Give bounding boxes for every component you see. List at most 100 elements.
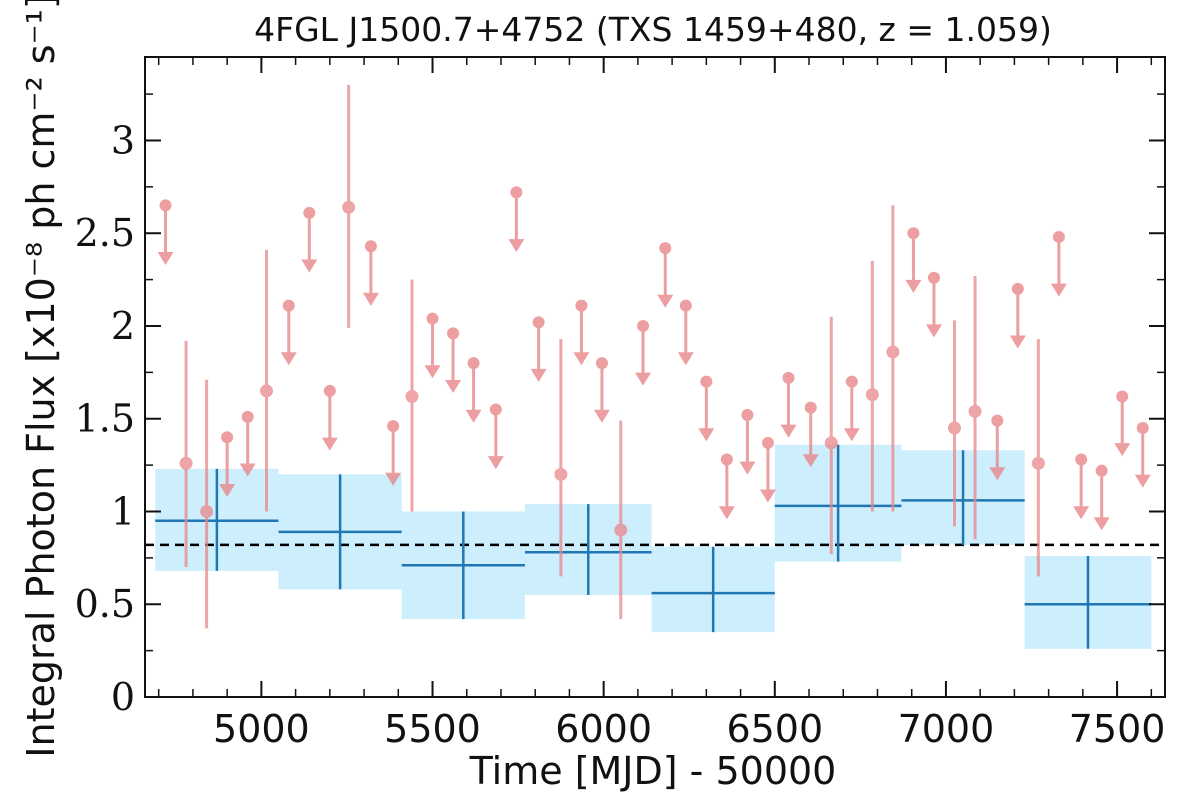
y-tick-label: 2.5 [75, 211, 135, 255]
upper-limit-marker [595, 357, 608, 370]
x-tick-label: 7000 [898, 707, 995, 751]
upper-limit-point [1009, 282, 1026, 349]
upper-limit-marker [387, 420, 400, 433]
plot-frame [144, 56, 1166, 698]
upper-limit-point [239, 410, 256, 477]
x-tick-label: 7500 [1069, 707, 1166, 751]
upper-limit-marker [467, 357, 480, 370]
upper-limit-point [530, 316, 547, 382]
upper-limit-arrowhead [802, 454, 819, 468]
upper-limit-marker [159, 199, 172, 212]
upper-limit-arrowhead [362, 292, 379, 306]
upper-limit-marker [741, 409, 754, 422]
upper-limit-point [465, 357, 482, 423]
upper-limit-arrowhead [718, 506, 735, 520]
detection-point [1031, 338, 1045, 577]
upper-limit-point [718, 453, 735, 520]
upper-limit-marker [1052, 230, 1065, 243]
upper-limit-arrowhead [739, 461, 756, 475]
upper-limit-marker [1136, 422, 1149, 435]
upper-limit-arrowhead [157, 252, 174, 266]
upper-limit-point [321, 384, 338, 451]
x-tick-label: 5500 [384, 707, 481, 751]
detection-point [614, 420, 628, 620]
upper-limit-marker [679, 299, 692, 312]
upper-limit-point [759, 436, 776, 503]
detection-marker [1031, 456, 1045, 470]
upper-limit-arrowhead [1050, 283, 1067, 297]
upper-limit-marker [575, 299, 588, 312]
upper-limit-arrowhead [989, 467, 1006, 481]
upper-limit-marker [241, 410, 254, 423]
binned-point [524, 504, 652, 595]
upper-limit-arrowhead [780, 424, 797, 438]
upper-limit-marker [426, 312, 439, 325]
binned-point [901, 450, 1025, 545]
y-tick-label: 1.5 [75, 397, 135, 441]
detection-marker [947, 421, 961, 435]
detection-marker [554, 467, 568, 481]
upper-limit-point [157, 199, 174, 266]
x-tick-label: 6500 [726, 707, 823, 751]
upper-limit-point [1073, 453, 1090, 520]
upper-limit-point [508, 186, 525, 253]
upper-limit-arrowhead [487, 456, 504, 470]
upper-limit-point [280, 299, 297, 366]
upper-limit-arrowhead [759, 489, 776, 503]
upper-limit-marker [845, 375, 858, 388]
detection-marker [968, 404, 982, 418]
upper-limit-point [1134, 422, 1151, 488]
upper-limit-marker [221, 431, 234, 444]
upper-limit-point [573, 299, 590, 366]
upper-limit-point [657, 242, 674, 308]
upper-limit-marker [804, 401, 817, 414]
upper-limit-marker [991, 414, 1004, 427]
upper-limit-marker [761, 436, 774, 449]
detection-point [260, 249, 274, 512]
binned-point [278, 474, 402, 590]
upper-limit-point [1050, 230, 1067, 297]
upper-limit-marker [323, 384, 336, 397]
upper-limit-point [593, 357, 610, 423]
upper-limit-point [780, 371, 797, 438]
upper-limit-marker [532, 316, 545, 329]
binned-point [401, 511, 525, 620]
upper-limit-arrowhead [843, 428, 860, 442]
detection-point [865, 261, 879, 512]
detection-point [200, 379, 214, 629]
upper-limit-arrowhead [1009, 335, 1026, 349]
x-axis-label: Time [MJD] - 50000 [469, 749, 837, 793]
plot-layer: 5000 5500 6000 6500 7000 7500 0 0.5 1 1.5 2 2.5 3 [75, 56, 1166, 751]
upper-limit-marker [1095, 464, 1108, 477]
upper-limit-marker [782, 371, 795, 384]
upper-limit-marker [1011, 282, 1024, 295]
detection-point [968, 275, 982, 540]
binned-point [155, 468, 279, 571]
upper-limit-marker [303, 206, 316, 219]
upper-limit-point [905, 227, 922, 293]
y-axis-label: Integral Photon Flux [x10⁻⁸ ph cm⁻² s⁻¹] [19, 0, 63, 758]
upper-limit-arrowhead [657, 294, 674, 308]
y-tick-label: 1 [111, 489, 135, 533]
upper-limit-point [925, 271, 942, 338]
y-tick-label: 0.5 [75, 582, 135, 626]
upper-limit-arrowhead [925, 324, 942, 338]
upper-limit-arrowhead [445, 380, 462, 394]
upper-limit-point [802, 401, 819, 468]
detection-point [824, 316, 838, 555]
detection-marker [886, 345, 900, 359]
upper-limit-marker [637, 319, 650, 332]
upper-limit-arrowhead [698, 428, 715, 442]
detection-point [179, 340, 193, 568]
upper-limit-point [424, 312, 441, 379]
detection-marker [342, 200, 356, 214]
upper-limit-arrowhead [1114, 443, 1131, 457]
detection-point [886, 205, 900, 512]
upper-limit-arrowhead [677, 352, 694, 366]
detection-marker [824, 436, 838, 450]
upper-limit-point [362, 240, 379, 306]
y-tick-label: 2 [111, 304, 135, 348]
upper-limit-arrowhead [239, 463, 256, 477]
upper-limit-point [635, 319, 652, 386]
